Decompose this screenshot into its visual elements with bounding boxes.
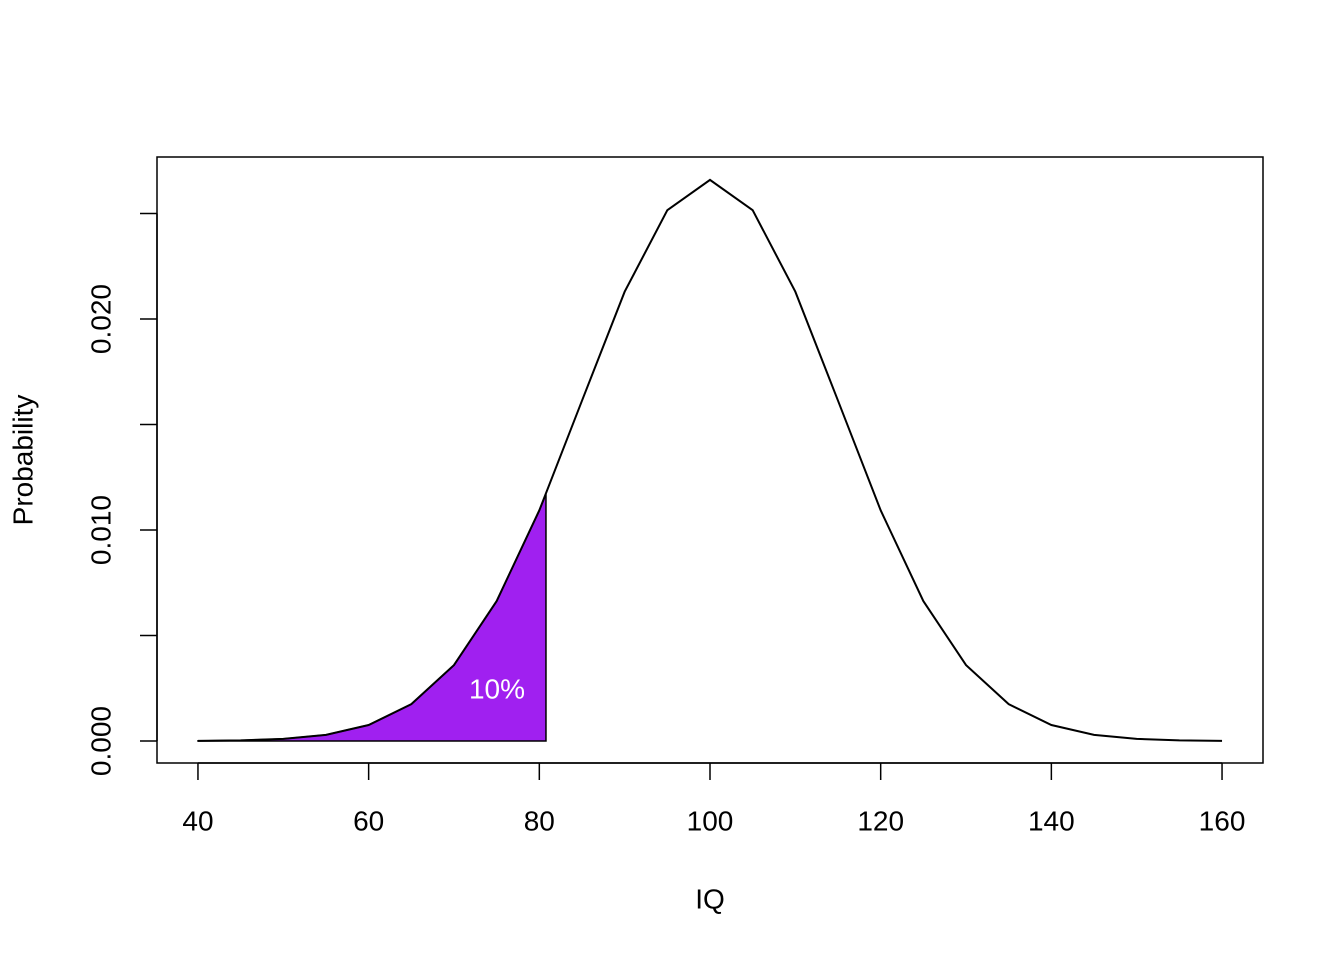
y-tick-label: 0.000 — [85, 706, 116, 776]
x-axis-label: IQ — [695, 883, 725, 914]
y-tick-label: 0.020 — [85, 284, 116, 354]
y-tick-label: 0.010 — [85, 495, 116, 565]
x-tick-label: 100 — [687, 805, 734, 836]
x-tick-label: 80 — [524, 805, 555, 836]
y-axis-label: Probability — [7, 395, 38, 526]
x-tick-label: 60 — [353, 805, 384, 836]
x-tick-label: 120 — [857, 805, 904, 836]
x-tick-label: 140 — [1028, 805, 1075, 836]
x-tick-label: 160 — [1199, 805, 1246, 836]
plot-box — [156, 156, 1264, 764]
x-tick-label: 40 — [182, 805, 213, 836]
density-curve — [197, 178, 1223, 742]
annotation: 10% — [469, 673, 525, 704]
